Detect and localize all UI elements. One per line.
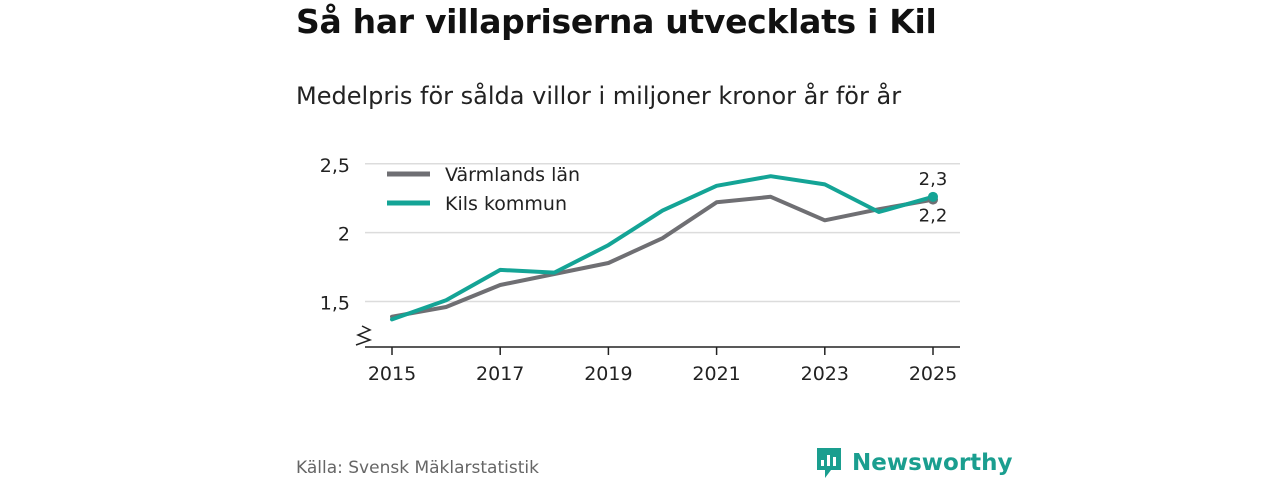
series-line <box>390 174 935 322</box>
source-note: Källa: Svensk Mäklarstatistik <box>296 458 539 478</box>
y-tick-label: 2,5 <box>320 155 350 177</box>
series-line <box>390 194 935 319</box>
y-tick-label: 1,5 <box>320 293 350 315</box>
legend-label: Värmlands län <box>445 164 580 186</box>
x-tick-label: 2023 <box>801 363 849 385</box>
newsworthy-logo-icon <box>817 448 841 478</box>
x-tick-label: 2019 <box>584 363 632 385</box>
x-tick-label: 2017 <box>476 363 524 385</box>
x-tick-label: 2021 <box>692 363 740 385</box>
chart-title: Så har villapriserna utvecklats i Kil <box>296 2 937 41</box>
end-value-label: 2,3 <box>919 169 948 190</box>
x-tick-label: 2025 <box>909 363 957 385</box>
legend-label: Kils kommun <box>445 193 567 215</box>
x-tick-label: 2015 <box>368 363 416 385</box>
chart-subtitle: Medelpris för sålda villor i miljoner kr… <box>296 82 902 110</box>
end-point-marker <box>928 191 938 202</box>
brand-name: Newsworthy <box>852 450 1013 476</box>
axis-break-icon <box>355 325 373 346</box>
brand-logo: Newsworthy <box>815 446 1013 480</box>
y-tick-label: 2 <box>338 224 350 246</box>
end-value-label: 2,2 <box>919 206 948 227</box>
